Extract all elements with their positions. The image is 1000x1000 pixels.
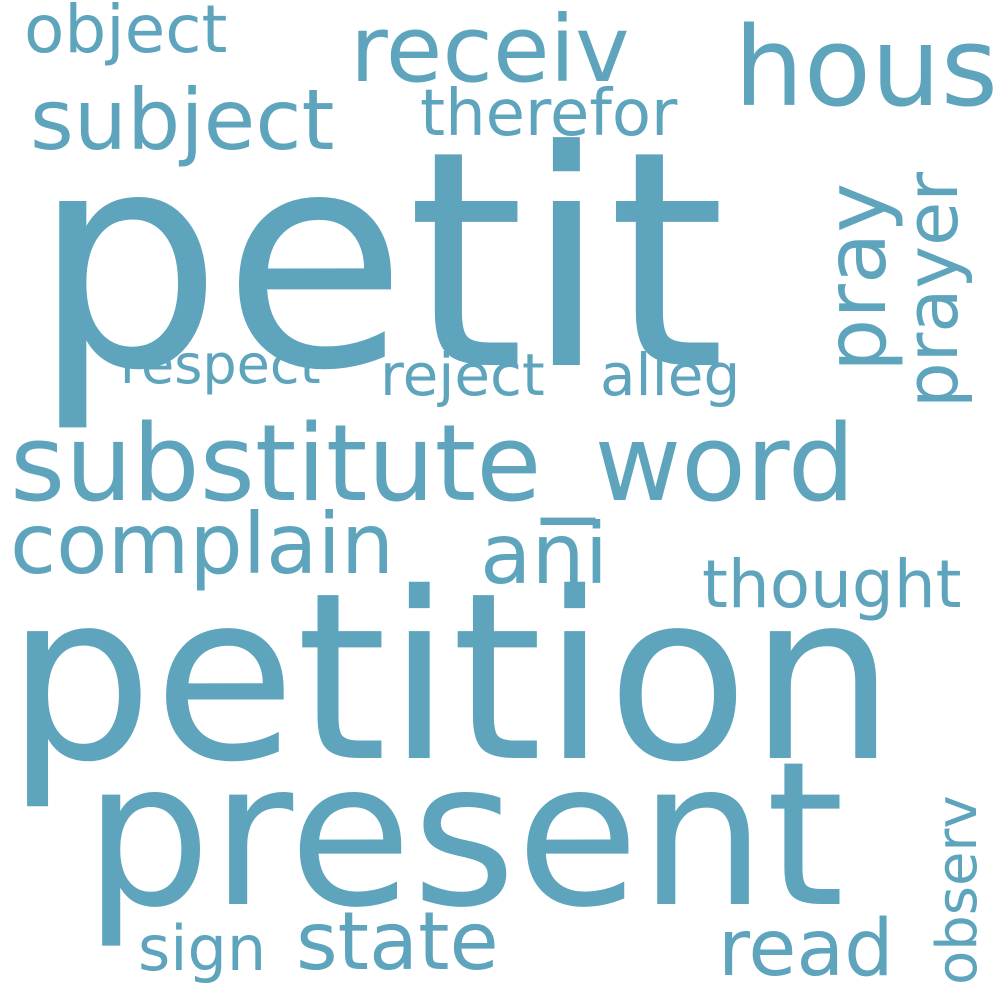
word-complain: complain [10, 495, 395, 593]
word-respect: respect [120, 333, 321, 396]
word-reject: reject [380, 341, 545, 409]
word-petition: petition [6, 543, 896, 813]
word-hous: hous [734, 3, 999, 131]
word-thought: thought [702, 546, 962, 623]
word-ani: ani [480, 505, 609, 603]
word-alleg: alleg [600, 341, 741, 409]
word-object: object [24, 0, 228, 68]
word-prayer: prayer [890, 172, 974, 408]
word-sign: sign [138, 912, 267, 985]
word-state: state [296, 895, 499, 988]
word-substitute-word: substitute_word [10, 402, 855, 525]
word-receiv: receiv [350, 0, 630, 103]
word-read: read [718, 904, 894, 994]
word-subject: subject [30, 71, 335, 169]
word-petit: petit [32, 87, 726, 436]
word-therefor: therefor [420, 77, 678, 151]
word-observ: observ [925, 795, 990, 985]
word-present: present [84, 719, 845, 952]
word-pray: pray [807, 182, 905, 372]
